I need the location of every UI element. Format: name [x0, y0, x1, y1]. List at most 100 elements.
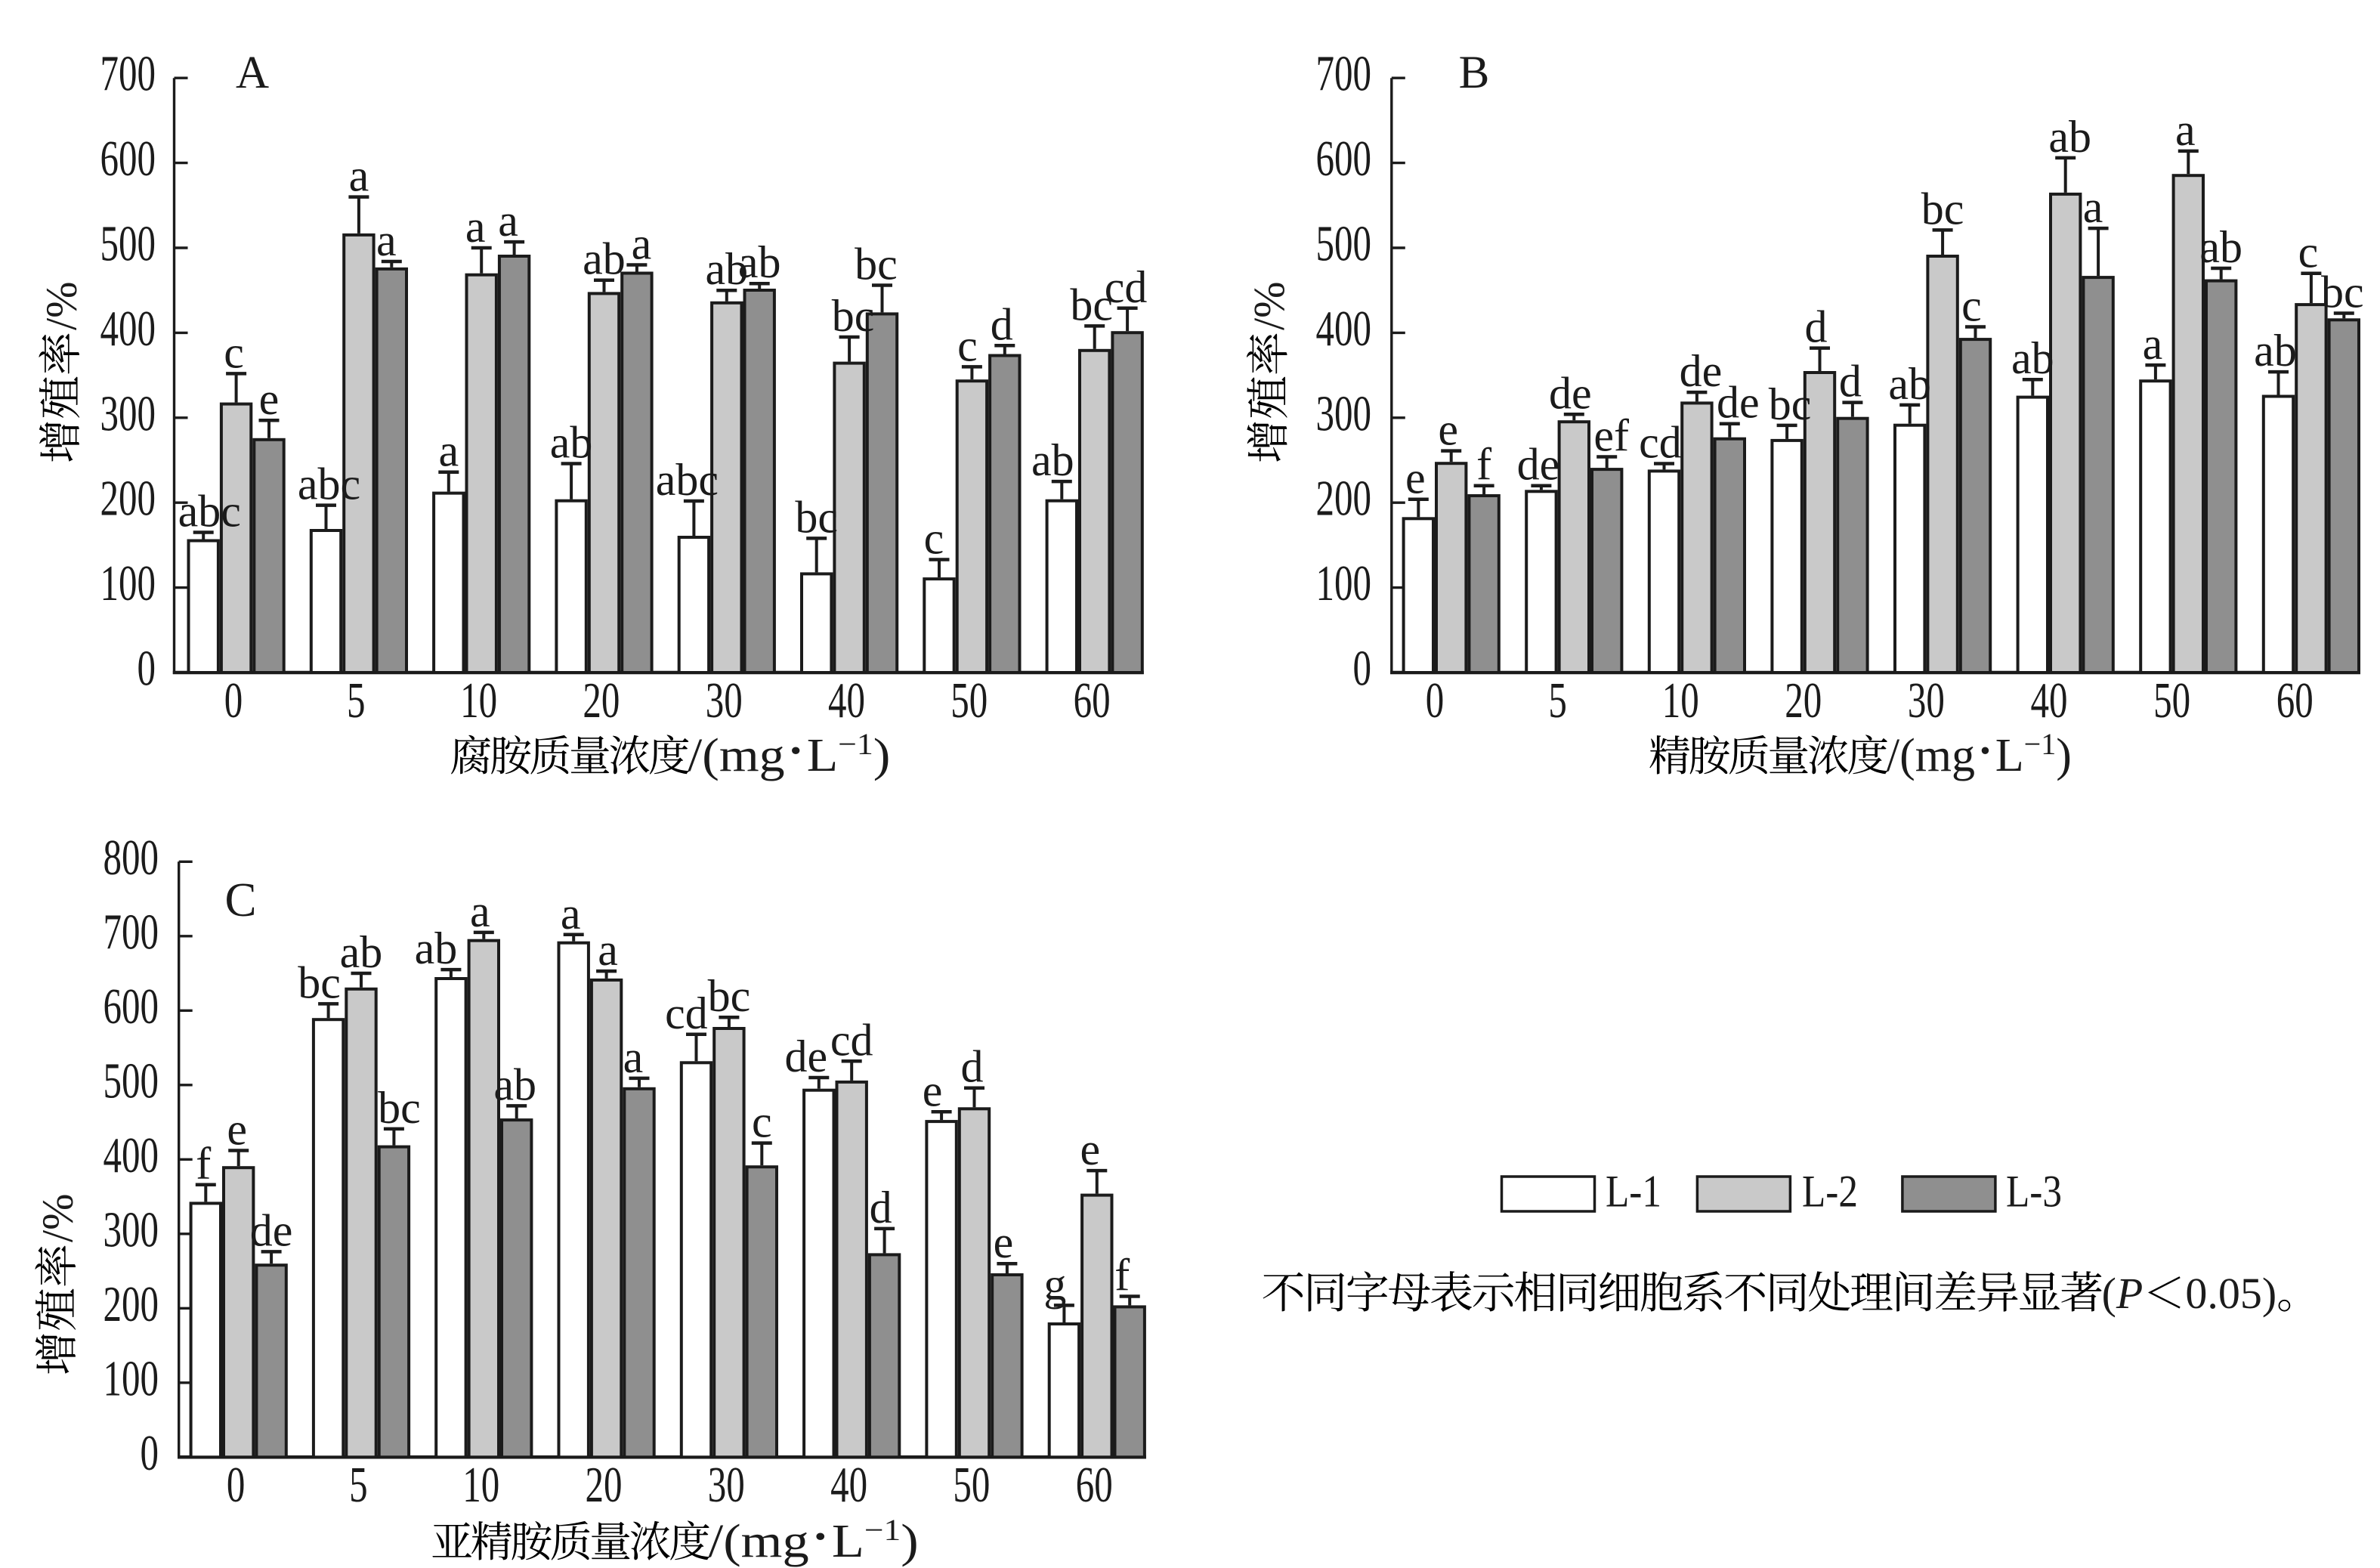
- svg-text:40: 40: [828, 673, 865, 728]
- svg-text:5: 5: [1548, 673, 1567, 728]
- svg-text:cd: cd: [1639, 418, 1682, 468]
- svg-text:a: a: [632, 219, 652, 269]
- svg-text:ab: ab: [340, 927, 383, 977]
- svg-text:c: c: [2298, 227, 2319, 277]
- svg-text:ab: ab: [550, 418, 593, 468]
- svg-text:ab: ab: [2254, 326, 2297, 376]
- svg-text:0: 0: [227, 1457, 246, 1513]
- svg-text:/%: /%: [37, 282, 86, 330]
- svg-text:ab: ab: [2048, 112, 2091, 162]
- svg-text:bc: bc: [378, 1083, 421, 1133]
- svg-text:abc: abc: [298, 459, 360, 509]
- svg-text:500: 500: [104, 1053, 159, 1109]
- svg-text:d: d: [1839, 357, 1862, 407]
- svg-text:0.05): 0.05): [2185, 1269, 2276, 1318]
- svg-text:30: 30: [708, 1457, 745, 1513]
- svg-text:40: 40: [2031, 673, 2068, 728]
- svg-text:a: a: [623, 1032, 644, 1082]
- svg-text:0: 0: [138, 641, 156, 697]
- svg-text:600: 600: [104, 979, 159, 1035]
- svg-text:de: de: [784, 1031, 827, 1081]
- svg-text:g: g: [1043, 1259, 1066, 1309]
- svg-text:400: 400: [100, 301, 156, 357]
- svg-text:e: e: [227, 1105, 247, 1155]
- svg-text:40: 40: [830, 1457, 867, 1513]
- svg-text:c: c: [924, 514, 944, 564]
- svg-text:bc: bc: [795, 492, 838, 542]
- svg-text:a: a: [470, 886, 490, 936]
- svg-text:200: 200: [100, 471, 156, 527]
- svg-text:ab: ab: [2011, 333, 2054, 383]
- svg-text:d: d: [961, 1042, 984, 1092]
- svg-text:100: 100: [1316, 555, 1372, 611]
- svg-text:400: 400: [1316, 301, 1372, 357]
- svg-text:abc: abc: [656, 455, 719, 505]
- svg-text:c: c: [1961, 281, 1982, 331]
- svg-text:ab: ab: [493, 1059, 536, 1109]
- svg-text:ab: ab: [2199, 222, 2242, 272]
- svg-text:f: f: [196, 1139, 211, 1189]
- svg-text:50: 50: [953, 1457, 990, 1513]
- svg-text:de: de: [1680, 346, 1723, 396]
- svg-text:10: 10: [1662, 673, 1699, 728]
- svg-text:e: e: [994, 1217, 1014, 1267]
- svg-text:200: 200: [104, 1276, 159, 1332]
- svg-text:(P: (P: [2102, 1269, 2144, 1318]
- svg-text:100: 100: [100, 555, 156, 611]
- svg-text:bc: bc: [298, 957, 341, 1007]
- svg-text:ab: ab: [415, 923, 458, 973]
- svg-text:60: 60: [1076, 1457, 1113, 1513]
- svg-text:e: e: [923, 1065, 943, 1115]
- svg-text:ab: ab: [583, 234, 626, 284]
- svg-text:20: 20: [583, 673, 620, 728]
- svg-text:500: 500: [100, 216, 156, 272]
- svg-text:ab: ab: [738, 237, 781, 287]
- svg-text:20: 20: [586, 1457, 623, 1513]
- svg-text:600: 600: [1316, 131, 1372, 187]
- svg-text:a: a: [349, 151, 369, 201]
- svg-text:a: a: [438, 426, 459, 476]
- svg-text:50: 50: [2153, 673, 2190, 728]
- svg-text:300: 300: [100, 385, 156, 441]
- svg-text:a: a: [598, 925, 618, 975]
- svg-text:abc: abc: [178, 487, 241, 537]
- svg-text:50: 50: [950, 673, 988, 728]
- svg-text:60: 60: [1074, 673, 1111, 728]
- svg-text:cd: cd: [665, 988, 708, 1038]
- svg-text:ab: ab: [1888, 359, 1931, 409]
- svg-text:20: 20: [1785, 673, 1822, 728]
- svg-text:bc: bc: [1070, 280, 1113, 329]
- svg-text:de: de: [1717, 378, 1760, 428]
- svg-text:bc: bc: [708, 971, 751, 1021]
- svg-text:a: a: [498, 196, 518, 246]
- svg-text:800: 800: [104, 830, 159, 886]
- svg-text:a: a: [2143, 319, 2163, 369]
- svg-text:30: 30: [1908, 673, 1945, 728]
- svg-text:/%: /%: [33, 1194, 82, 1242]
- svg-text:700: 700: [1316, 46, 1372, 102]
- svg-text:700: 700: [104, 904, 159, 960]
- svg-text:de: de: [1549, 368, 1592, 418]
- svg-text:bc: bc: [1921, 184, 1964, 233]
- svg-text:300: 300: [1316, 385, 1372, 441]
- svg-text:e: e: [1080, 1124, 1100, 1174]
- svg-text:f: f: [1476, 440, 1491, 490]
- svg-text:200: 200: [1316, 471, 1372, 527]
- svg-text:ab: ab: [705, 244, 748, 294]
- svg-text:bc: bc: [1769, 379, 1812, 429]
- svg-text:d: d: [991, 299, 1013, 349]
- svg-text:L-1: L-1: [1606, 1167, 1661, 1217]
- svg-text:L-2: L-2: [1802, 1167, 1858, 1217]
- svg-text:100: 100: [104, 1350, 159, 1406]
- svg-text:5: 5: [349, 1457, 368, 1513]
- svg-text:c: c: [752, 1097, 772, 1147]
- svg-text:d: d: [1805, 302, 1828, 352]
- svg-text:cd: cd: [1105, 262, 1148, 312]
- svg-text:f: f: [1114, 1251, 1130, 1300]
- svg-text:a: a: [561, 889, 581, 939]
- svg-text:a: a: [465, 202, 486, 252]
- svg-text:c: c: [224, 327, 244, 377]
- svg-text:a: a: [2083, 182, 2103, 232]
- svg-text:a: a: [376, 215, 397, 265]
- svg-text:0: 0: [1426, 673, 1445, 728]
